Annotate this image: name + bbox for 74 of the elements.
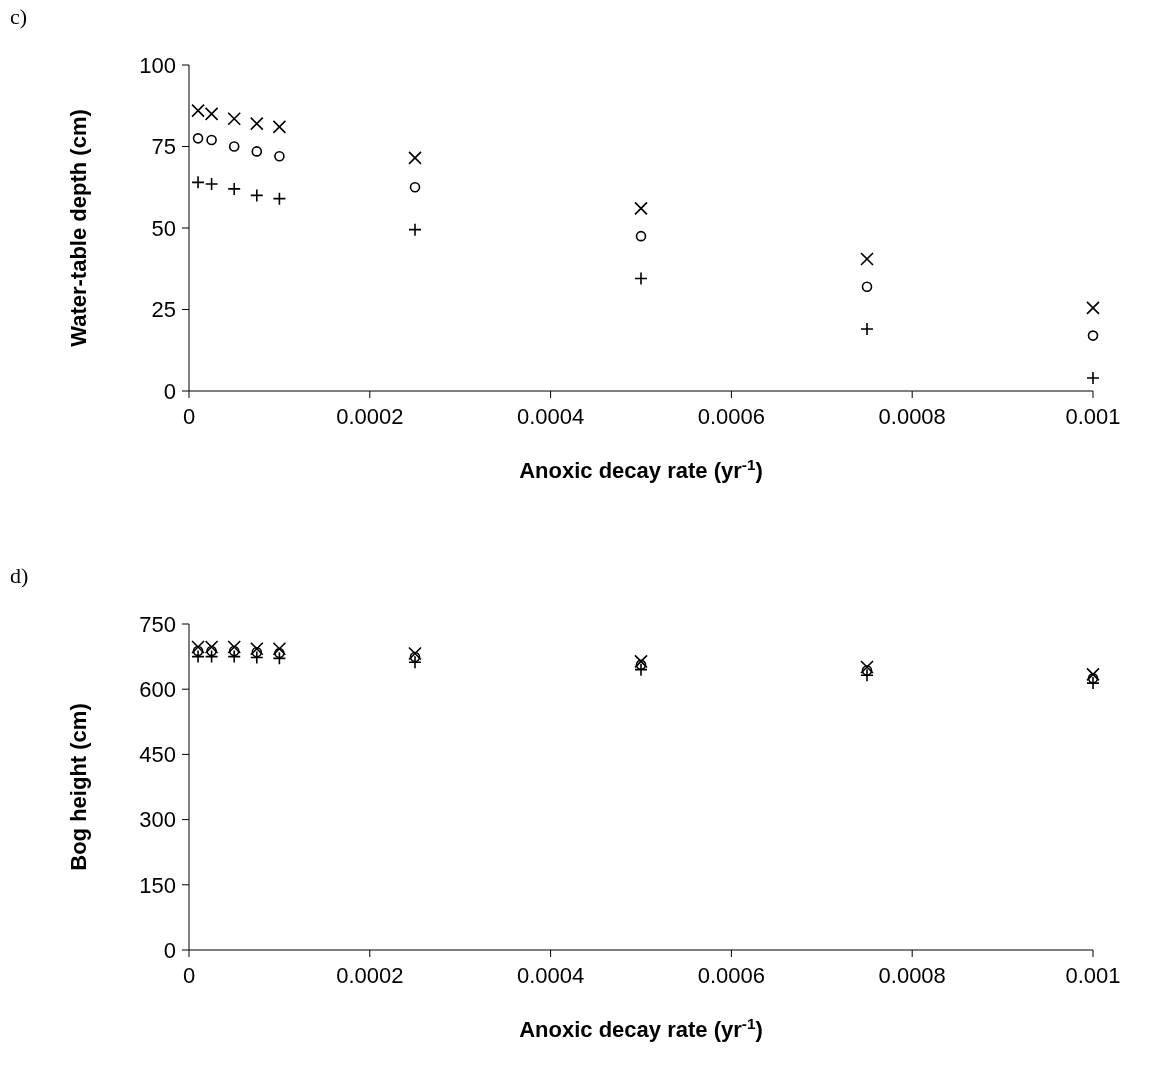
x-tick-label: 0.0002 <box>336 963 404 988</box>
point <box>272 191 287 206</box>
point <box>634 662 648 677</box>
point <box>274 647 285 659</box>
x-tick-label: 0.001 <box>1065 404 1121 429</box>
y-tick-label: 150 <box>139 872 176 898</box>
point <box>635 230 647 242</box>
point <box>408 222 422 237</box>
y-tick-label: 300 <box>139 807 176 833</box>
point <box>192 645 204 657</box>
y-tick-label: 0 <box>163 937 176 963</box>
point <box>227 111 241 126</box>
x-tick-label: 0.0008 <box>878 404 946 429</box>
point <box>191 175 205 190</box>
point <box>192 133 204 144</box>
x-tick-label: 0 <box>182 963 196 988</box>
point <box>250 188 264 203</box>
x-tick-label: 0.0004 <box>516 404 585 429</box>
y-tick-label: 0 <box>163 378 176 404</box>
point <box>228 141 240 152</box>
x-tick-label: 0.0008 <box>878 963 946 988</box>
x-tick-label: 0.0006 <box>697 404 766 429</box>
point <box>408 151 422 165</box>
y-axis-title: Bog height (cm) <box>66 703 91 871</box>
point <box>272 641 287 656</box>
y-tick-label: 50 <box>151 215 176 241</box>
point <box>861 665 873 676</box>
y-tick-label: 750 <box>139 611 176 637</box>
point <box>250 650 264 665</box>
y-tick-label: 100 <box>139 52 176 78</box>
point <box>634 201 648 216</box>
x-tick-label: 0.001 <box>1065 963 1121 988</box>
point <box>860 252 874 266</box>
y-axis-title: Water-table depth (cm) <box>66 109 91 347</box>
point <box>409 181 421 193</box>
point <box>634 271 648 286</box>
point <box>274 150 285 162</box>
point <box>227 640 241 654</box>
chart-title: c) <box>10 4 28 29</box>
point <box>227 649 241 664</box>
point <box>272 651 287 666</box>
y-tick-label: 600 <box>139 676 176 702</box>
point <box>634 654 648 669</box>
x-tick-label: 0 <box>182 404 196 429</box>
point <box>206 645 217 657</box>
point <box>1087 330 1099 341</box>
point <box>251 646 263 658</box>
y-tick-label: 75 <box>151 134 176 160</box>
x-axis-title: Anoxic decay rate (yr$^{-1}$) <box>519 455 763 483</box>
point <box>861 281 873 292</box>
x-tick-label: 0.0006 <box>697 963 766 988</box>
point <box>408 646 422 661</box>
y-tick-label: 450 <box>139 742 176 768</box>
y-tick-label: 25 <box>151 297 176 323</box>
point <box>204 649 219 664</box>
point <box>204 177 219 191</box>
point <box>272 120 287 134</box>
x-tick-label: 0.0004 <box>516 963 585 988</box>
point <box>860 660 874 674</box>
point <box>250 641 264 656</box>
point <box>191 649 205 664</box>
point <box>191 103 205 118</box>
point <box>228 645 240 657</box>
x-tick-label: 0.0002 <box>336 404 404 429</box>
point <box>204 107 219 121</box>
point <box>250 116 264 131</box>
point <box>1086 301 1100 315</box>
point <box>1086 667 1100 682</box>
point <box>206 134 217 146</box>
chart-title: d) <box>10 563 29 588</box>
point <box>251 146 263 157</box>
point <box>1087 673 1099 684</box>
point <box>409 651 421 663</box>
x-axis-title: Anoxic decay rate (yr$^{-1}$) <box>519 1014 763 1042</box>
